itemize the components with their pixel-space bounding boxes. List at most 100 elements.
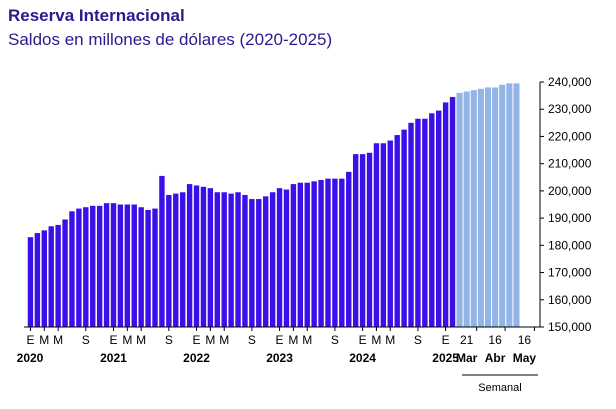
x-month-label: M	[53, 333, 63, 347]
monthly-bar	[415, 118, 421, 327]
weekly-group-label: Semanal	[478, 382, 521, 394]
chart-title: Reserva Internacional	[8, 6, 185, 25]
monthly-bar	[242, 194, 248, 327]
monthly-bar	[290, 184, 297, 327]
x-year-label: 2023	[266, 351, 293, 365]
monthly-bar	[263, 196, 269, 327]
monthly-bar	[76, 208, 82, 327]
x-month-label: S	[248, 333, 256, 347]
x-weekly-day-label: 16	[518, 333, 532, 347]
x-month-label: E	[193, 333, 201, 347]
monthly-bar	[401, 129, 407, 327]
monthly-bar	[166, 194, 172, 327]
x-month-label: E	[359, 333, 367, 347]
monthly-bar	[304, 182, 310, 327]
monthly-bar	[283, 189, 290, 327]
monthly-bar	[249, 199, 255, 327]
x-month-label: M	[288, 333, 298, 347]
weekly-bar	[463, 91, 470, 327]
x-month-label: M	[385, 333, 395, 347]
x-year-label: 2022	[183, 351, 210, 365]
monthly-bar	[27, 237, 34, 327]
monthly-bar	[34, 233, 41, 327]
monthly-bar	[394, 135, 400, 327]
x-month-label: S	[82, 333, 90, 347]
x-year-label: 2025	[432, 351, 459, 365]
monthly-bar	[200, 186, 207, 327]
x-weekly-day-label: 21	[460, 333, 474, 347]
monthly-bar	[62, 219, 68, 327]
monthly-bar	[449, 96, 456, 327]
monthly-bar	[408, 122, 414, 327]
x-year-label: 2024	[349, 351, 376, 365]
monthly-bar	[124, 204, 131, 327]
x-month-label: M	[122, 333, 132, 347]
monthly-bar	[311, 181, 317, 327]
monthly-bar	[228, 193, 234, 327]
y-tick-label: 180,000	[548, 238, 592, 252]
x-month-label: S	[414, 333, 422, 347]
x-month-label: E	[276, 333, 284, 347]
monthly-bar	[436, 110, 442, 327]
y-tick-label: 230,000	[548, 102, 592, 116]
x-month-label: S	[331, 333, 339, 347]
weekly-bar	[484, 87, 492, 327]
x-month-label: M	[302, 333, 312, 347]
weekly-bar	[477, 88, 484, 327]
y-tick-label: 150,000	[548, 320, 592, 334]
monthly-bar	[235, 192, 241, 327]
chart-subtitle: Saldos en millones de dólares (2020-2025…	[8, 30, 333, 49]
monthly-bar	[96, 205, 103, 327]
monthly-bar	[207, 188, 214, 327]
y-tick-label: 240,000	[548, 75, 592, 89]
x-month-label: M	[371, 333, 381, 347]
x-year-label: 2021	[100, 351, 127, 365]
y-tick-label: 220,000	[548, 129, 592, 143]
x-month-label: E	[442, 333, 450, 347]
monthly-bar	[110, 203, 117, 327]
x-month-label: S	[165, 333, 173, 347]
x-month-label: E	[26, 333, 34, 347]
monthly-bar	[48, 226, 54, 327]
monthly-bar	[373, 143, 380, 327]
monthly-bar	[117, 204, 124, 327]
y-tick-label: 170,000	[548, 266, 592, 280]
monthly-bar	[269, 192, 276, 327]
monthly-bar	[138, 207, 144, 327]
x-month-label: M	[205, 333, 215, 347]
monthly-bar	[325, 178, 331, 327]
monthly-bar	[90, 205, 96, 327]
labels-layer: 150,000 160,000 170,000 180,000 190,000 200,0…	[17, 75, 592, 394]
weekly-bar	[470, 90, 477, 327]
monthly-bar	[83, 207, 89, 327]
monthly-bar	[159, 175, 165, 327]
weekly-bar	[456, 92, 463, 327]
y-tick-label: 160,000	[548, 293, 592, 307]
monthly-bar	[346, 171, 352, 327]
weekly-bar	[492, 87, 499, 327]
monthly-bar	[380, 143, 387, 327]
monthly-bar	[256, 199, 262, 327]
monthly-bar	[193, 185, 200, 327]
x-weekly-month-label: May	[513, 351, 537, 365]
monthly-bar	[55, 224, 61, 327]
x-year-label: 2020	[17, 351, 44, 365]
x-month-label: M	[39, 333, 49, 347]
monthly-bar	[131, 204, 137, 327]
weekly-bar	[506, 83, 513, 327]
x-weekly-day-label: 16	[488, 333, 502, 347]
x-month-label: E	[109, 333, 117, 347]
monthly-bar	[297, 182, 304, 327]
weekly-bar	[513, 83, 520, 327]
monthly-bar	[359, 154, 366, 327]
monthly-bar	[442, 102, 449, 327]
monthly-bar	[352, 154, 359, 327]
x-weekly-month-label: Abr	[485, 351, 506, 365]
monthly-bar	[429, 113, 435, 327]
monthly-bar	[276, 188, 283, 327]
monthly-bar	[332, 178, 338, 327]
monthly-bar	[221, 192, 227, 327]
monthly-bar	[41, 230, 47, 327]
y-tick-label: 210,000	[548, 157, 592, 171]
